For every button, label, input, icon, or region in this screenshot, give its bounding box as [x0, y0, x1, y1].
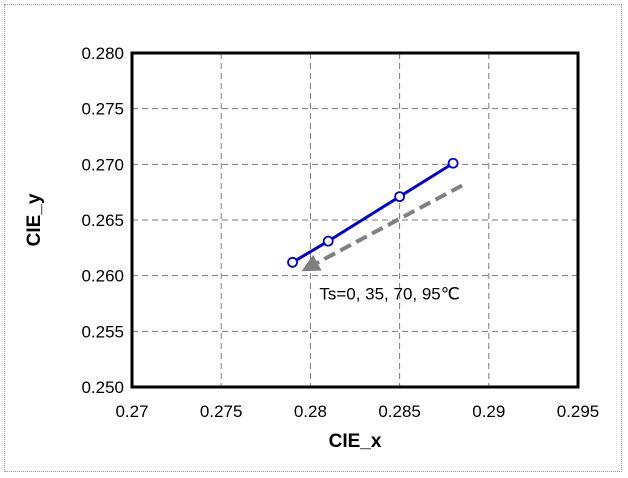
annotation-arrow-head: [301, 254, 322, 272]
y-axis-label: CIE_y: [24, 193, 45, 246]
x-axis-label: CIE_x: [329, 431, 382, 452]
x-tick-label: 0.28: [294, 402, 327, 421]
y-tick-label: 0.265: [81, 211, 124, 230]
annotation-text: Ts=0, 35, 70, 95℃: [319, 284, 460, 303]
y-tick-label: 0.255: [81, 322, 124, 341]
x-tick-label: 0.285: [378, 402, 421, 421]
y-tick-label: 0.280: [81, 44, 124, 63]
annotation: Ts=0, 35, 70, 95℃: [301, 183, 463, 303]
plot-area-border: [130, 51, 580, 389]
x-tick-label: 0.295: [557, 402, 600, 421]
x-tick-label: 0.27: [115, 402, 148, 421]
grid-lines: [132, 53, 578, 387]
data-point: [287, 256, 298, 268]
y-tick-label: 0.260: [81, 267, 124, 286]
series-group: [287, 157, 459, 268]
y-tick-labels: 0.250 0.255 0.260 0.265 0.270 0.275 0.280: [81, 44, 124, 397]
annotation-arrow: [316, 183, 463, 265]
data-point: [394, 191, 406, 203]
x-tick-labels: 0.27 0.275 0.28 0.285 0.29 0.295: [115, 402, 599, 421]
y-tick-label: 0.275: [81, 100, 124, 119]
data-point: [322, 235, 334, 247]
chart-frame: [4, 4, 622, 472]
series-line: [291, 161, 454, 264]
y-tick-label: 0.270: [81, 155, 124, 174]
data-point: [447, 157, 459, 169]
x-tick-label: 0.29: [472, 402, 505, 421]
x-tick-label: 0.275: [200, 402, 243, 421]
y-tick-label: 0.250: [81, 378, 124, 397]
